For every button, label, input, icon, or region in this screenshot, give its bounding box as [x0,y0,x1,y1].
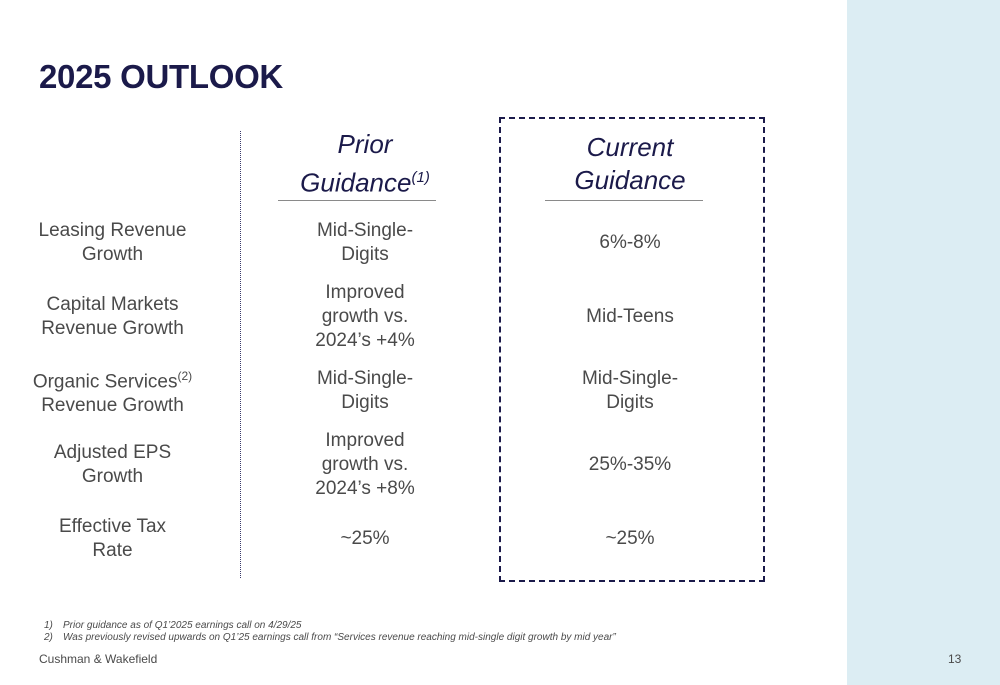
row-label: Leasing Revenue Growth [38,220,187,265]
current-heading-line1: Current [586,132,674,162]
current-guidance-box [499,117,765,582]
prior-value: Mid-Single- Digits [316,368,414,413]
footer-brand: Cushman & Wakefield [39,652,158,666]
page-number: 13 [948,652,962,666]
prior-heading-word: Guidance [300,167,412,198]
prior-heading-footnote-ref: (1) [411,169,430,186]
row-label-footnote-ref: (2) [177,368,193,383]
current-heading-line2: Guidance [574,165,686,195]
footnote-text: Prior guidance as of Q1’2025 earnings ca… [63,620,302,631]
row-label: Capital Markets Revenue Growth [41,294,184,339]
prior-value: Improved growth vs. 2024’s +4% [315,282,415,351]
slide-title: 2025 OUTLOOK [39,58,283,95]
footnote-text: Was previously revised upwards on Q1’25 … [63,632,616,643]
row-label-text: Organic Services [32,371,178,393]
footnote-1: 1) Prior guidance as of Q1’2025 earnings … [44,620,616,632]
current-value: Mid-Teens [586,306,674,327]
prior-value: ~25% [340,528,390,549]
row-label-line2: Revenue Growth [41,395,184,417]
row-label: Organic Services(2) Revenue Growth [25,366,200,416]
prior-value: Improved growth vs. 2024’s +8% [315,430,415,499]
footnote-number: 2) [44,632,53,643]
footnote-number: 1) [44,620,53,631]
row-label: Effective Tax Rate [58,516,167,561]
column-divider [240,131,241,578]
current-value: Mid-Single- Digits [581,368,679,413]
prior-heading-rule [278,200,436,201]
footnote-2: 2) Was previously revised upwards on Q1’2… [44,632,616,644]
current-guidance-heading: Current Guidance [545,131,715,197]
current-value: 25%-35% [588,454,672,475]
row-label-line1: Organic Services(2) [33,364,192,394]
current-value: 6%-8% [599,232,661,253]
side-accent-panel [847,0,1000,685]
prior-heading-line2: Guidance(1) [280,161,450,200]
prior-value: Mid-Single- Digits [316,220,414,265]
footnotes: 1) Prior guidance as of Q1’2025 earnings … [44,620,616,644]
current-value: ~25% [605,528,655,549]
prior-heading-line1: Prior [337,129,393,159]
row-label: Adjusted EPS Growth [53,442,172,487]
current-heading-rule [545,200,703,201]
prior-guidance-heading: Prior Guidance(1) [280,128,450,200]
